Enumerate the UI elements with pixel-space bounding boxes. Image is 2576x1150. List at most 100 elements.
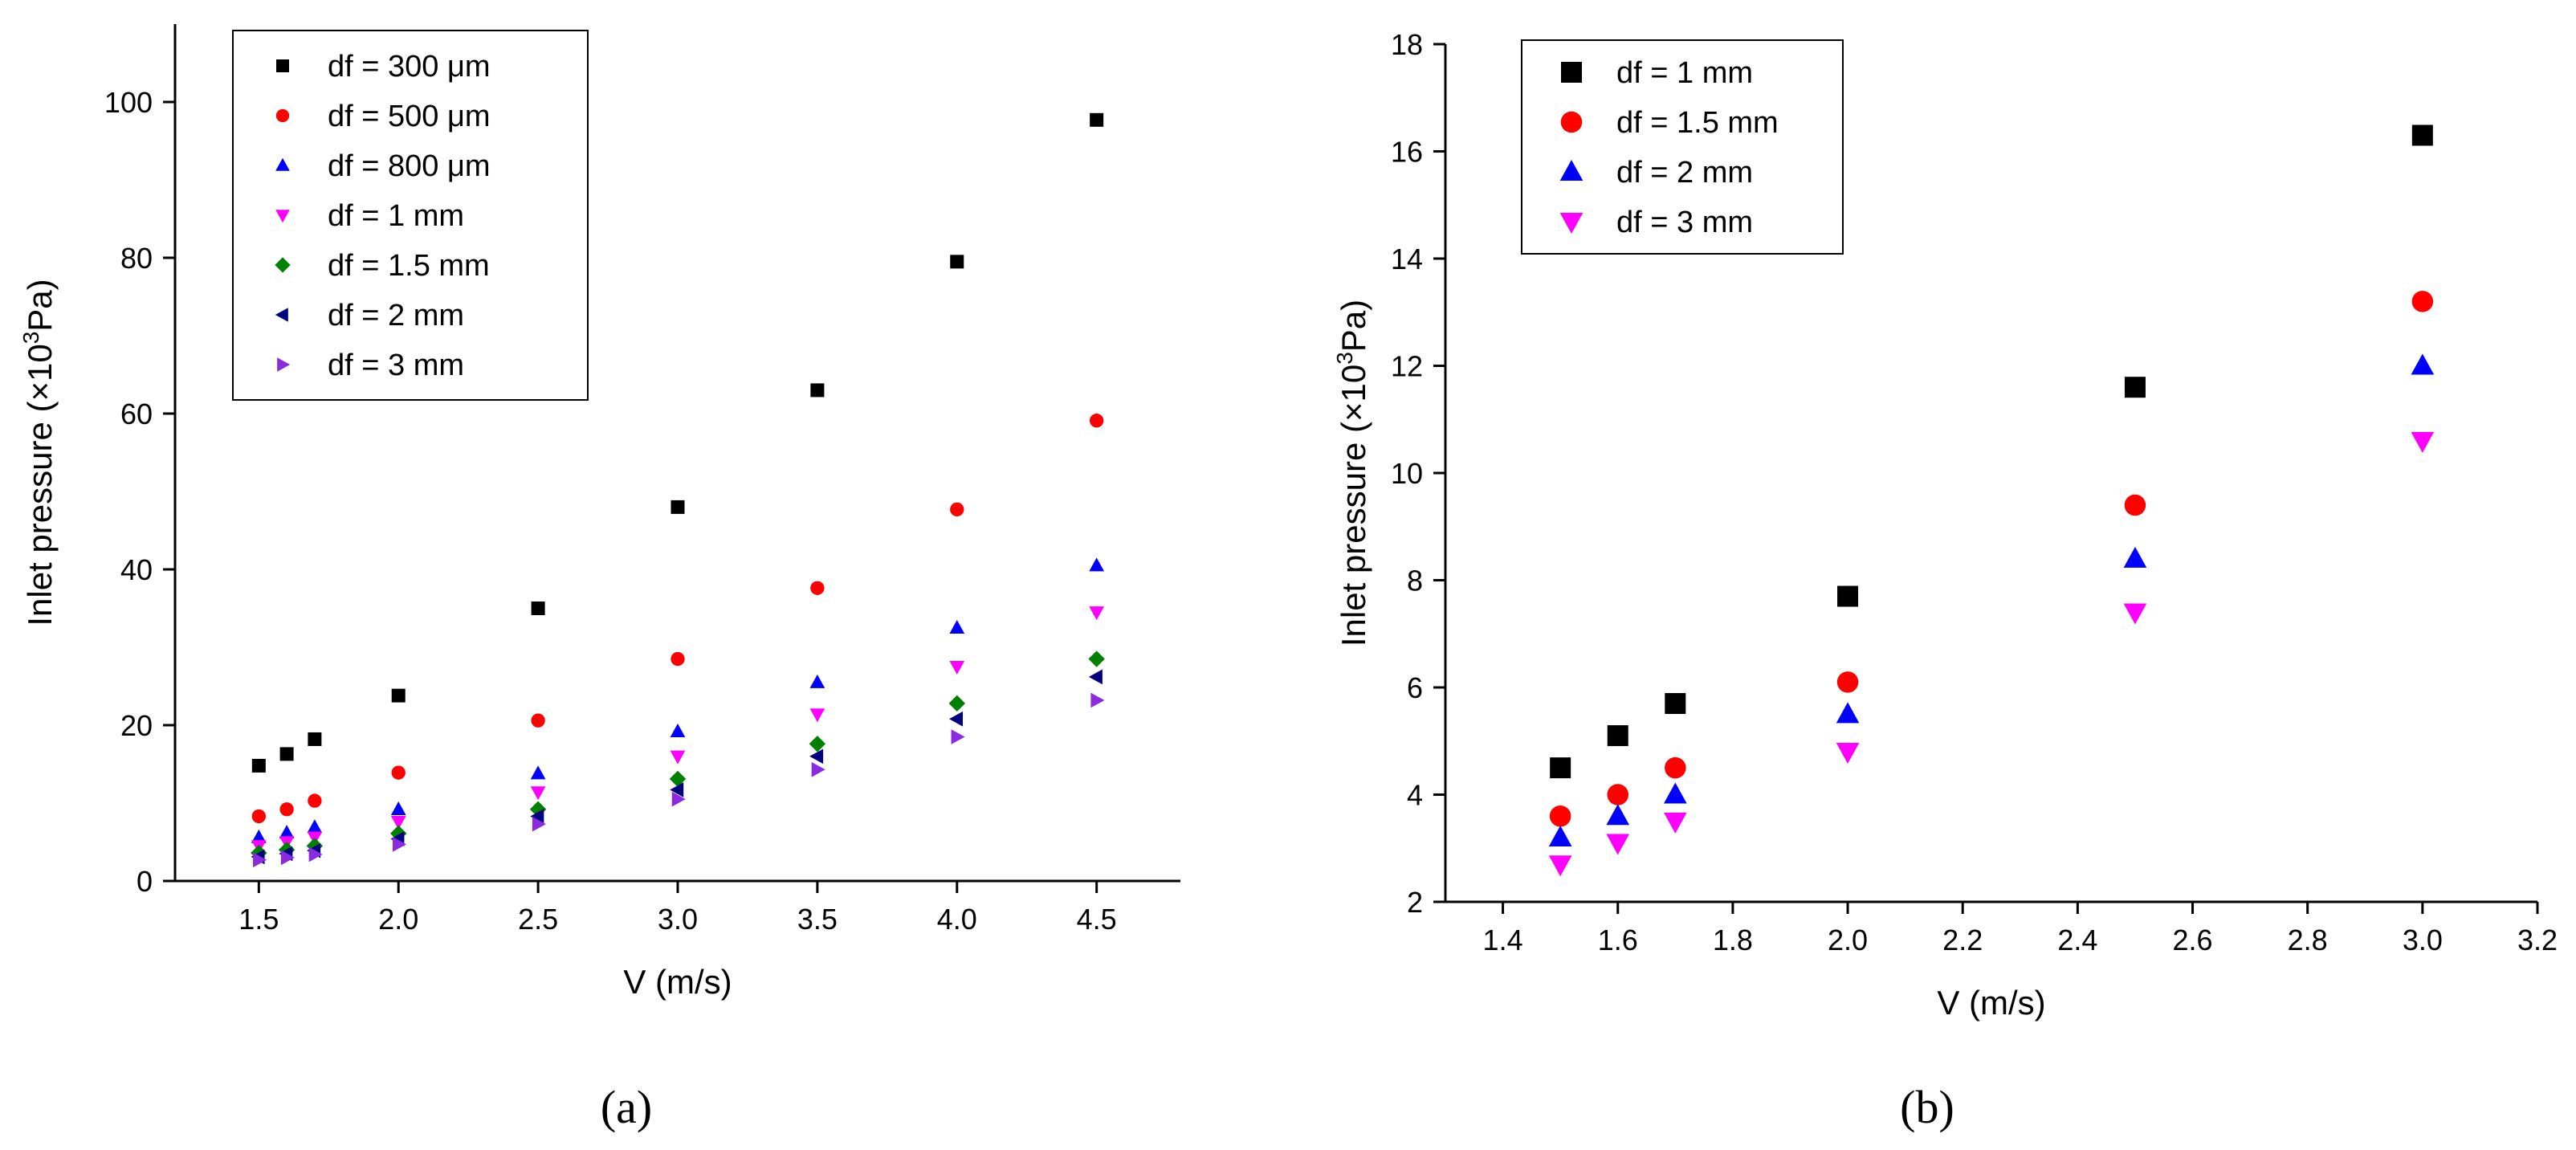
series-3 [1548,353,2435,846]
x-tick-label: 1.6 [1598,924,1638,956]
data-point [1089,557,1105,572]
data-point [1837,585,1859,607]
legend-marker [276,59,289,72]
data-point [2124,377,2146,398]
data-point [809,748,824,765]
y-tick-label: 40 [120,553,153,586]
data-point [1665,693,1686,715]
legend-marker [275,257,291,273]
y-axis-title: Inlet pressure (×103Pa) [1332,300,1372,646]
series-7 [253,692,1105,868]
data-point [253,852,267,868]
legend-label: df = 2 mm [1616,156,1753,190]
data-point [1090,112,1104,127]
data-point [950,502,964,516]
y-axis-title-sup: 3 [1332,352,1357,365]
data-point [1550,757,1571,779]
data-point [308,732,322,746]
data-point [2123,603,2147,625]
legend-label: df = 800 μm [328,149,491,183]
data-point [251,829,267,843]
data-point [950,255,964,269]
legend-marker [1560,111,1583,133]
y-tick-label: 16 [1391,136,1423,169]
legend-marker [277,357,291,372]
legend-marker [1559,160,1584,181]
legend-label: df = 1 mm [328,199,464,233]
data-point [280,850,295,866]
y-tick-label: 60 [120,398,153,430]
legend-label: df = 1.5 mm [328,249,490,283]
data-point [307,819,323,834]
legend-label: df = 3 mm [1616,206,1753,239]
x-tick-label: 2.2 [1942,924,1983,956]
chart-panel-b: 1.4 1.6 1.8 2.0 2.2 2.4 2.6 2.8 3.0 3.2 2 4 6 8 10 12 14… [1332,28,2558,1133]
x-tick-label: 4.5 [1077,903,1117,936]
data-point [308,793,322,808]
x-tick-label: 2.0 [1828,924,1868,956]
data-point [1548,855,1572,877]
panel-label: (b) [1900,1081,1954,1133]
x-tick-label: 2.5 [518,903,558,936]
data-point [279,802,294,817]
legend-label: df = 500 μm [328,100,491,133]
data-point [390,816,406,830]
data-point [811,761,825,777]
data-point [1606,804,1630,826]
data-point [2411,291,2434,312]
y-tick-label: 20 [120,709,153,742]
x-tick-label: 4.0 [937,903,977,936]
y-tick-label: 2 [1407,886,1423,919]
data-point [670,750,686,765]
y-axis-title-sup: 3 [18,332,43,345]
data-point [2411,353,2435,375]
series-3 [251,557,1105,843]
y-axis-title-main: Inlet pressure (×10 [21,344,59,626]
data-point [392,837,406,852]
data-point [670,782,684,797]
series-2 [251,414,1104,824]
legend-label: df = 3 mm [328,349,464,382]
x-tick-label: 1.5 [238,903,279,936]
data-point [1606,834,1630,855]
legend-label: df = 1 mm [1616,56,1753,90]
data-point [531,713,545,728]
data-point [2411,124,2433,146]
x-tick-label: 2.0 [378,903,418,936]
data-point [1665,756,1686,779]
data-point [1088,650,1105,667]
legend-label: df = 300 μm [328,50,491,84]
data-point [1836,702,1860,724]
data-point [670,651,685,667]
y-tick-label: 8 [1407,565,1423,597]
x-tick-label: 1.4 [1483,924,1523,956]
data-point [308,846,323,862]
data-point [390,825,407,842]
data-point [1607,725,1628,747]
data-point [279,747,294,761]
y-axis-title: Inlet pressure (×103Pa) [18,279,59,626]
legend: df = 1 mm df = 1.5 mm df = 2 mm df = 3 mm [1521,39,1844,255]
legend-marker [275,308,288,322]
data-point [1836,743,1860,765]
series-4 [1548,431,2435,877]
legend-marker [275,210,290,223]
data-point [1089,414,1104,428]
y-tick-label: 14 [1391,243,1423,275]
data-point [1090,692,1105,708]
y-tick-label: 18 [1391,28,1423,61]
x-axis-title: V (m/s) [623,963,732,1001]
y-tick-label: 0 [137,865,153,898]
data-point [810,581,825,595]
data-point [670,723,686,737]
data-point [949,711,964,727]
y-axis-title-main: Inlet pressure (×10 [1335,365,1372,646]
x-tick-label: 2.8 [2288,924,2328,956]
chart-panel-a: 1.5 2.0 2.5 3.0 3.5 4.0 4.5 0 20 40 60 80 100 V (m/s)… [18,24,1180,1133]
data-point [530,809,544,824]
data-point [1664,782,1687,804]
data-point [1607,784,1628,805]
series-1 [251,112,1104,773]
data-point [391,765,406,780]
